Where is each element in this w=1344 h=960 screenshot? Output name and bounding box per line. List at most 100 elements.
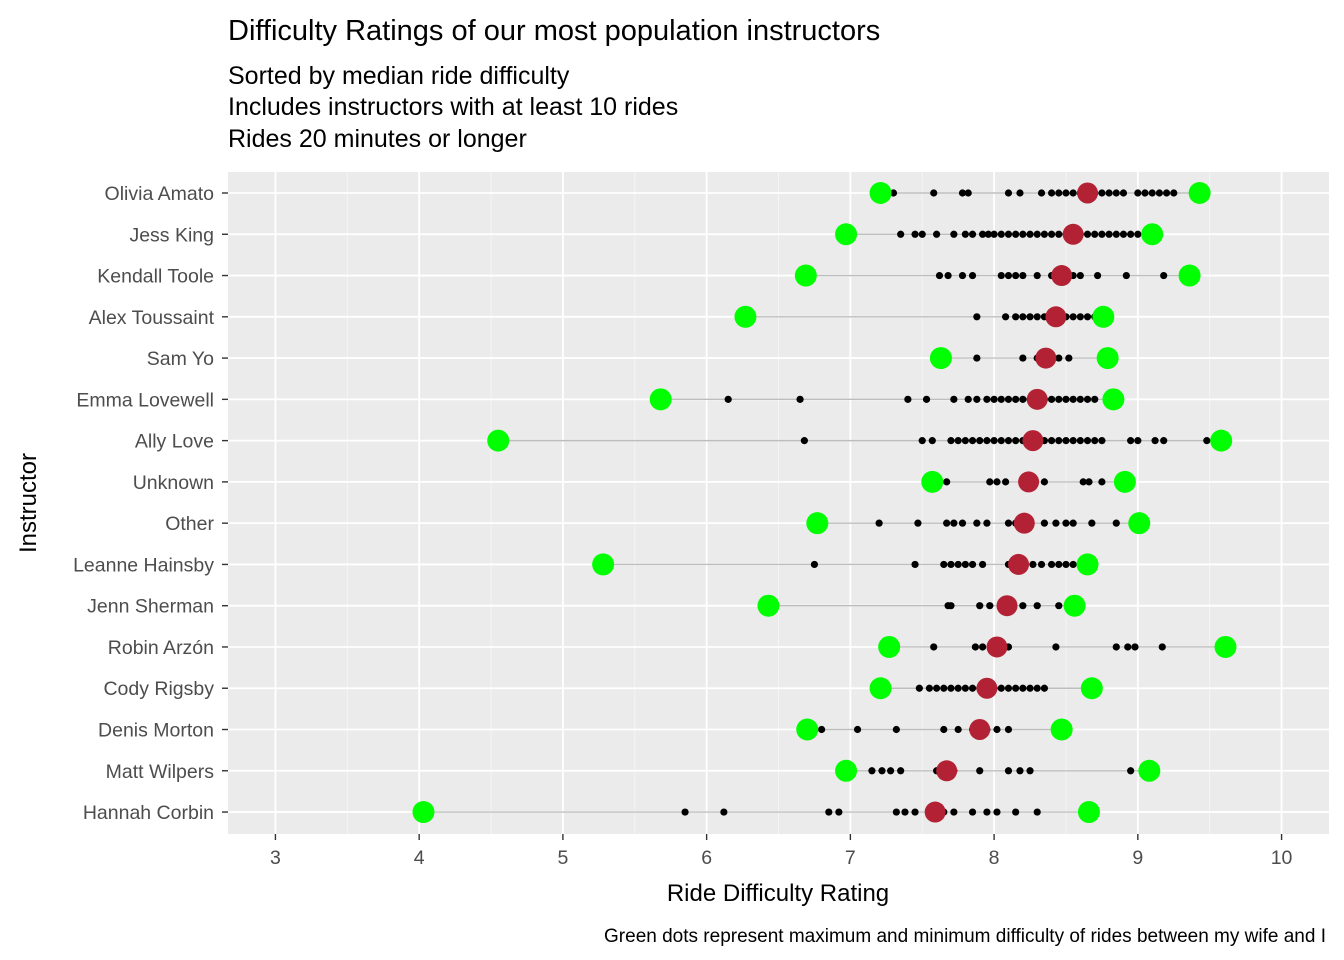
y-tick-label: Matt Wilpers [106,761,215,783]
instructor-row [869,182,1211,204]
ride-point [1076,313,1084,321]
median-point [996,595,1018,617]
min-point [794,264,817,287]
median-point [1051,265,1073,287]
ride-point [1012,313,1020,321]
y-tick-label: Unknown [133,472,214,494]
ride-point [1047,395,1056,403]
min-point [487,429,510,452]
instructor-row [835,223,1164,246]
ride-point [1037,189,1046,197]
ride-point [1098,189,1106,197]
max-point [1076,553,1099,576]
ride-point [835,808,843,816]
ride-point [1112,230,1120,238]
ride-point [1055,189,1063,197]
ride-point [971,643,980,651]
ride-point [943,519,951,527]
ride-point [1004,437,1013,445]
ride-point [1004,767,1013,775]
ride-point [1079,478,1087,486]
ride-point [904,395,912,403]
max-point [1141,223,1164,246]
ride-point [1047,189,1056,197]
ride-point [997,395,1005,403]
ride-point [918,230,926,238]
min-point [835,759,858,782]
ride-point [1162,189,1171,197]
ride-point [947,437,955,445]
ride-point [1037,560,1046,569]
ride-point [1127,767,1135,775]
ride-point [1033,271,1041,280]
median-point [1062,223,1084,245]
ride-point [983,519,991,527]
ride-point [1016,189,1024,197]
min-point [878,635,901,658]
max-point [1092,305,1115,328]
x-tick-label: 8 [989,847,1000,869]
ride-point [1029,560,1037,569]
ride-point [973,395,981,403]
ride-point [1148,189,1156,197]
max-point [1102,388,1125,411]
ride-point [878,767,886,775]
ride-point [1004,189,1013,197]
y-tick-label: Alex Toussaint [89,307,215,329]
ride-point [950,395,958,403]
ride-point [954,437,962,445]
ride-point [925,684,934,692]
ride-point [1065,354,1073,362]
y-tick-label: Ally Love [135,431,214,453]
y-tick-label: Robin Arzón [108,637,214,659]
median-point [976,677,998,699]
chart-subtitle-line-2: Includes instructors with at least 10 ri… [228,93,678,121]
ride-point [968,808,977,816]
ride-point [968,230,977,238]
ride-point [800,437,808,445]
ride-point [1160,271,1168,280]
x-tick-label: 7 [845,847,856,869]
ride-point [968,437,977,445]
y-tick-label: Emma Lovewell [76,389,214,411]
ride-point [875,519,883,527]
ride-point [1047,230,1056,238]
ride-point [1119,189,1128,197]
ride-point [1069,313,1077,321]
y-tick-label: Hannah Corbin [83,802,214,824]
ride-point [993,478,1001,486]
max-point [1077,801,1100,824]
ride-point [1062,437,1070,445]
median-point [986,636,1008,658]
ride-point [911,808,919,816]
ride-point [944,271,952,280]
y-tick-label: Jess King [129,224,214,246]
max-point [1128,512,1151,535]
ride-point [1069,560,1077,569]
ride-point [1091,230,1099,238]
ride-point [1098,437,1106,445]
ride-point [1052,643,1060,651]
max-point [1063,594,1086,617]
ride-point [720,808,728,816]
ride-point [961,230,969,238]
median-point [1022,430,1044,452]
min-point [412,801,435,824]
ride-point [983,437,991,445]
median-point [1026,388,1048,410]
max-point [1178,264,1201,287]
ride-point [1004,271,1013,280]
ride-point [1093,271,1102,280]
x-tick-label: 3 [270,847,281,869]
instructor-row [592,553,1099,576]
ride-point [1112,643,1120,651]
max-point [1113,470,1136,493]
ride-point [1131,643,1139,651]
ride-point [1033,808,1041,816]
ride-point [1012,684,1020,692]
ride-point [1127,230,1135,238]
ride-point [1085,478,1093,486]
ride-point [1004,684,1013,692]
chart-caption: Green dots represent maximum and minimum… [604,926,1326,947]
ride-point [810,560,819,569]
